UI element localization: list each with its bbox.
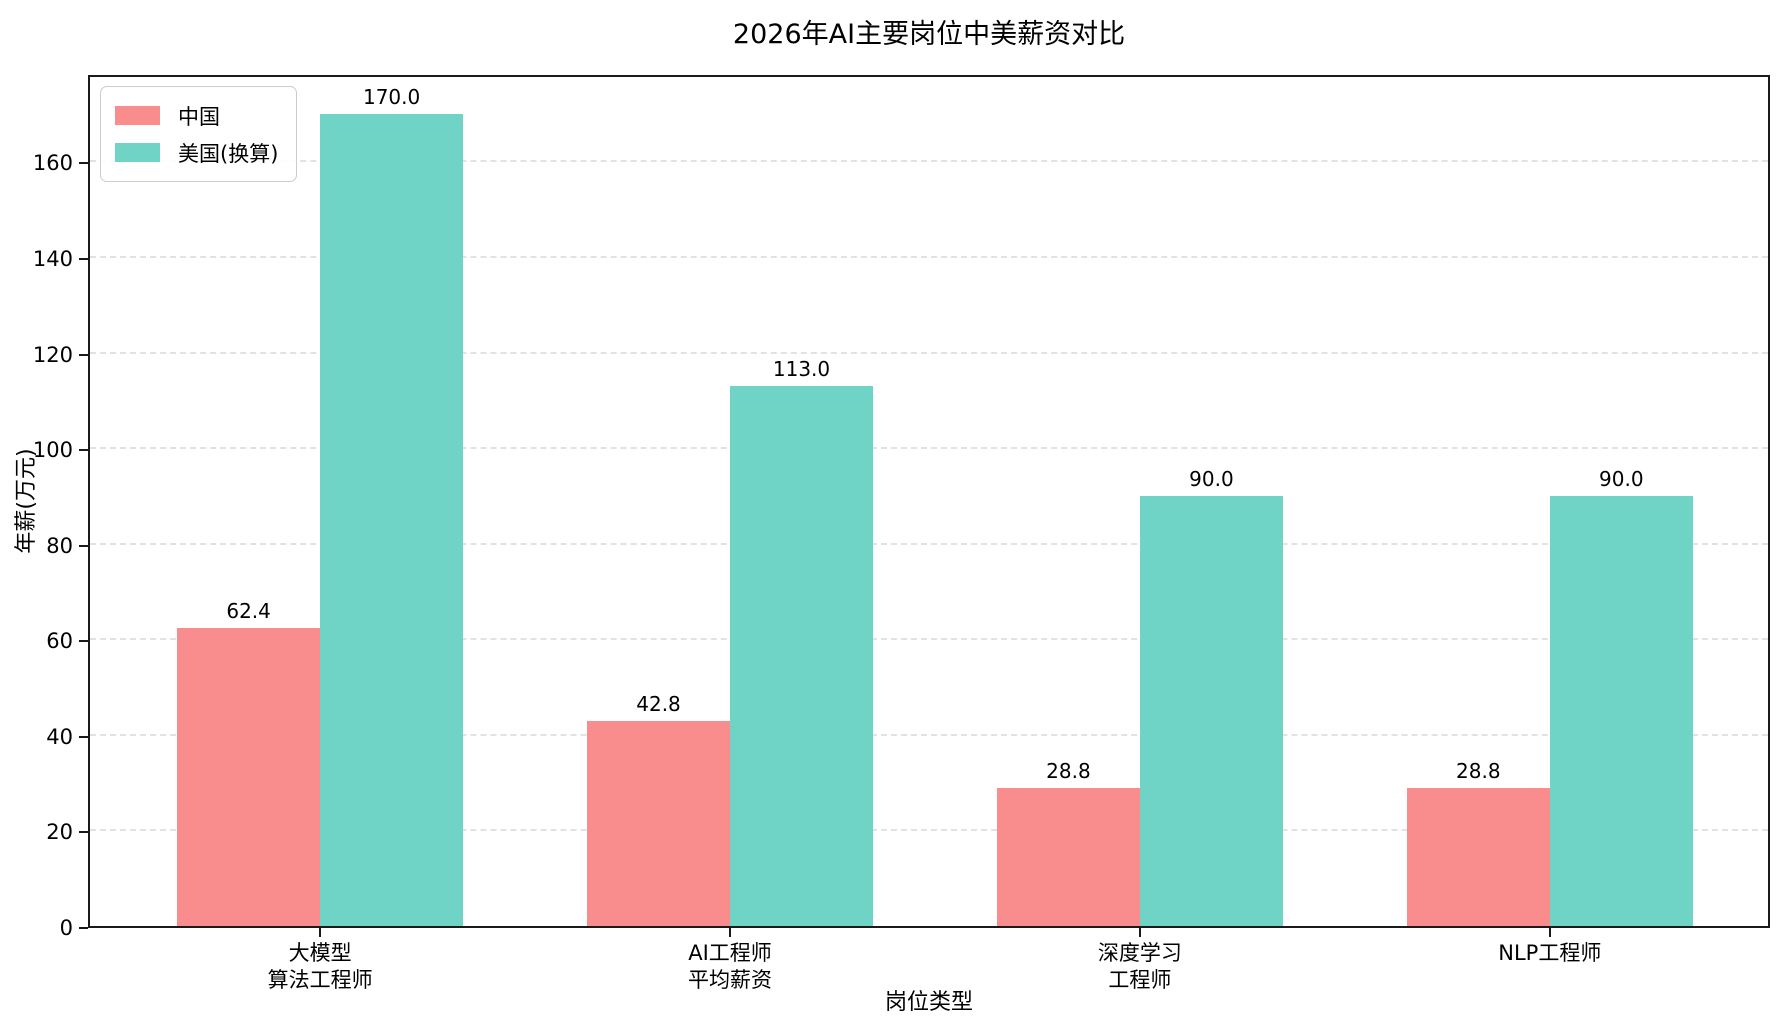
y-tick-mark-140 [79,257,88,260]
gridline-y-40 [90,733,1768,736]
legend-label-china: 中国 [178,104,220,129]
gridline-y-140 [90,255,1768,258]
bar-value-label: 90.0 [1189,466,1234,491]
y-tick-mark-60 [79,640,88,643]
bar-china-0 [177,627,321,926]
bar-usa-0 [320,113,464,926]
y-tick-mark-20 [79,831,88,834]
gridline-y-60 [90,638,1768,641]
bar-usa-1 [730,386,874,926]
y-tick-label-60: 60 [46,629,73,654]
gridline-y-80 [90,542,1768,545]
y-tick-label-140: 140 [32,246,73,271]
x-tick-mark-0 [319,928,322,937]
legend-item-china: 中国 [115,97,278,134]
y-tick-mark-0 [79,927,88,929]
x-tick-mark-1 [729,928,732,937]
y-tick-label-40: 40 [46,724,73,749]
y-tick-mark-120 [79,353,88,356]
bar-value-label: 28.8 [1456,759,1501,784]
plot-area: 中国 美国(换算) 62.4 170.0 42.8 113.0 28.8 90.0 28.8… [88,75,1770,928]
legend-label-usa: 美国(换算) [178,141,279,166]
y-tick-label-20: 20 [46,820,73,845]
gridline-y-160 [90,160,1768,163]
bar-value-label: 42.8 [636,692,681,717]
y-tick-mark-160 [79,162,88,165]
y-tick-label-160: 160 [32,151,73,176]
bar-value-label: 62.4 [226,598,271,623]
bar-china-1 [587,721,731,926]
legend: 中国 美国(换算) [100,86,298,182]
bar-value-label: 90.0 [1599,466,1644,491]
y-tick-label-100: 100 [32,438,73,463]
x-tick-label-3: NLP工程师 [1498,941,1602,965]
legend-swatch-usa [115,143,160,162]
bar-usa-3 [1549,495,1693,926]
y-tick-mark-80 [79,544,88,547]
x-tick-mark-2 [1138,928,1141,937]
legend-item-usa: 美国(换算) [115,134,278,171]
x-axis-title: 岗位类型 [884,990,973,1015]
bar-value-label: 170.0 [362,84,421,109]
bar-china-2 [996,788,1140,926]
y-tick-label-120: 120 [32,342,73,367]
x-tick-label-2: 深度学习 工程师 [1097,941,1182,992]
chart-title: 2026年AI主要岗位中美薪资对比 [732,19,1126,50]
x-tick-label-1: AI工程师 平均薪资 [688,941,773,992]
bar-usa-2 [1139,495,1283,926]
gridline-y-20 [90,829,1768,832]
y-tick-label-0: 0 [59,916,73,940]
legend-swatch-china [115,106,160,125]
gridline-y-100 [90,447,1768,450]
gridline-y-120 [90,351,1768,354]
y-tick-label-80: 80 [46,533,73,558]
y-tick-mark-100 [79,449,88,452]
bar-value-label: 113.0 [772,357,831,382]
y-tick-mark-40 [79,735,88,738]
x-tick-mark-3 [1548,928,1551,937]
bar-china-3 [1406,788,1550,926]
bar-value-label: 28.8 [1046,759,1091,784]
x-tick-label-0: 大模型 算法工程师 [267,941,373,992]
